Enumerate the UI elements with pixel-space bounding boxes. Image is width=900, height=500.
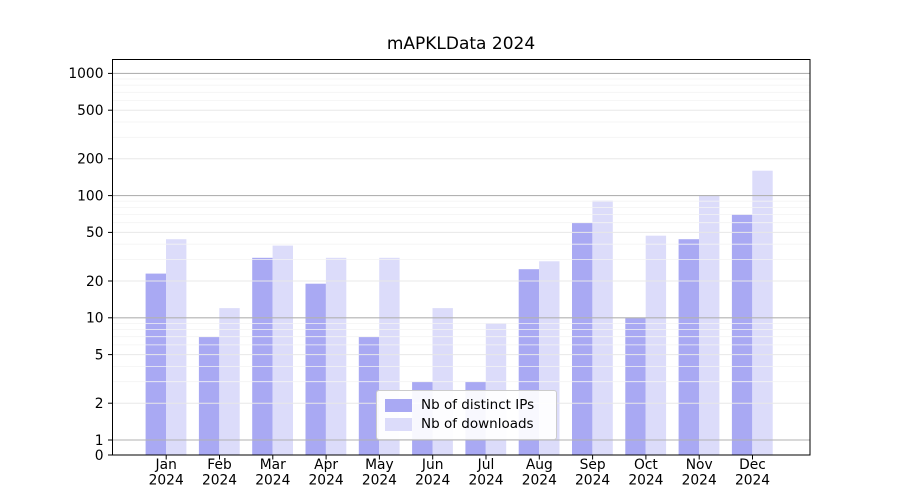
bar xyxy=(731,214,753,455)
x-tick-label: Oct 2024 xyxy=(628,457,663,489)
x-tick-label: Apr 2024 xyxy=(309,457,344,489)
y-tick-label: 20 xyxy=(86,274,104,290)
y-tick-label: 5 xyxy=(95,347,104,363)
y-tick-label: 1000 xyxy=(68,66,103,82)
bar xyxy=(572,222,593,455)
legend-item-distinct-ips: Nb of distinct IPs xyxy=(385,396,547,415)
chart-title: mAPKLData 2024 xyxy=(386,34,536,54)
legend-item-downloads: Nb of downloads xyxy=(385,415,547,434)
bar xyxy=(272,245,293,455)
bar xyxy=(325,257,347,455)
x-tick-label: Mar 2024 xyxy=(255,457,290,489)
legend-swatch-downloads xyxy=(385,418,412,431)
x-tick-label: May 2024 xyxy=(362,457,397,489)
x-tick-label: Sep 2024 xyxy=(575,457,610,489)
x-tick-label: Feb 2024 xyxy=(202,457,237,489)
bar xyxy=(699,195,720,455)
x-tick-label: Dec 2024 xyxy=(735,457,770,489)
legend-label-downloads: Nb of downloads xyxy=(421,415,534,432)
bar xyxy=(305,283,326,455)
bar xyxy=(166,239,187,455)
y-tick-label: 500 xyxy=(77,103,103,119)
legend-swatch-distinct-ips xyxy=(385,399,412,412)
bar xyxy=(752,170,773,455)
x-tick-label: Jan 2024 xyxy=(149,457,184,489)
y-tick-label: 100 xyxy=(77,188,103,204)
legend-label-distinct-ips: Nb of distinct IPs xyxy=(421,396,535,413)
bar xyxy=(645,235,667,455)
x-tick-label: Jul 2024 xyxy=(468,457,503,489)
y-axis: 01 2 5 10 20 50 100 200 500 1000 xyxy=(68,66,113,464)
bar xyxy=(145,273,166,455)
y-tick-label: 200 xyxy=(77,152,103,168)
x-axis: Jan 2024 Feb 2024 Mar 2024 Apr 2024 May 2024 Jun 20… xyxy=(149,455,770,489)
y-tick-label: 2 xyxy=(95,396,104,412)
y-tick-label: 10 xyxy=(86,311,104,327)
legend: Nb of distinct IPs Nb of downloads xyxy=(376,390,557,440)
x-tick-label: Nov 2024 xyxy=(682,457,717,489)
x-tick-label: Aug 2024 xyxy=(522,457,557,489)
y-tick-label: 0 xyxy=(95,448,104,464)
x-tick-label: Jun 2024 xyxy=(415,457,450,489)
y-tick-label: 50 xyxy=(86,225,104,241)
bar xyxy=(678,239,699,455)
bar xyxy=(592,200,613,455)
plot-border xyxy=(112,59,811,456)
bar xyxy=(252,257,273,455)
y-tick-label: 1 xyxy=(95,433,104,449)
bar xyxy=(625,317,646,455)
